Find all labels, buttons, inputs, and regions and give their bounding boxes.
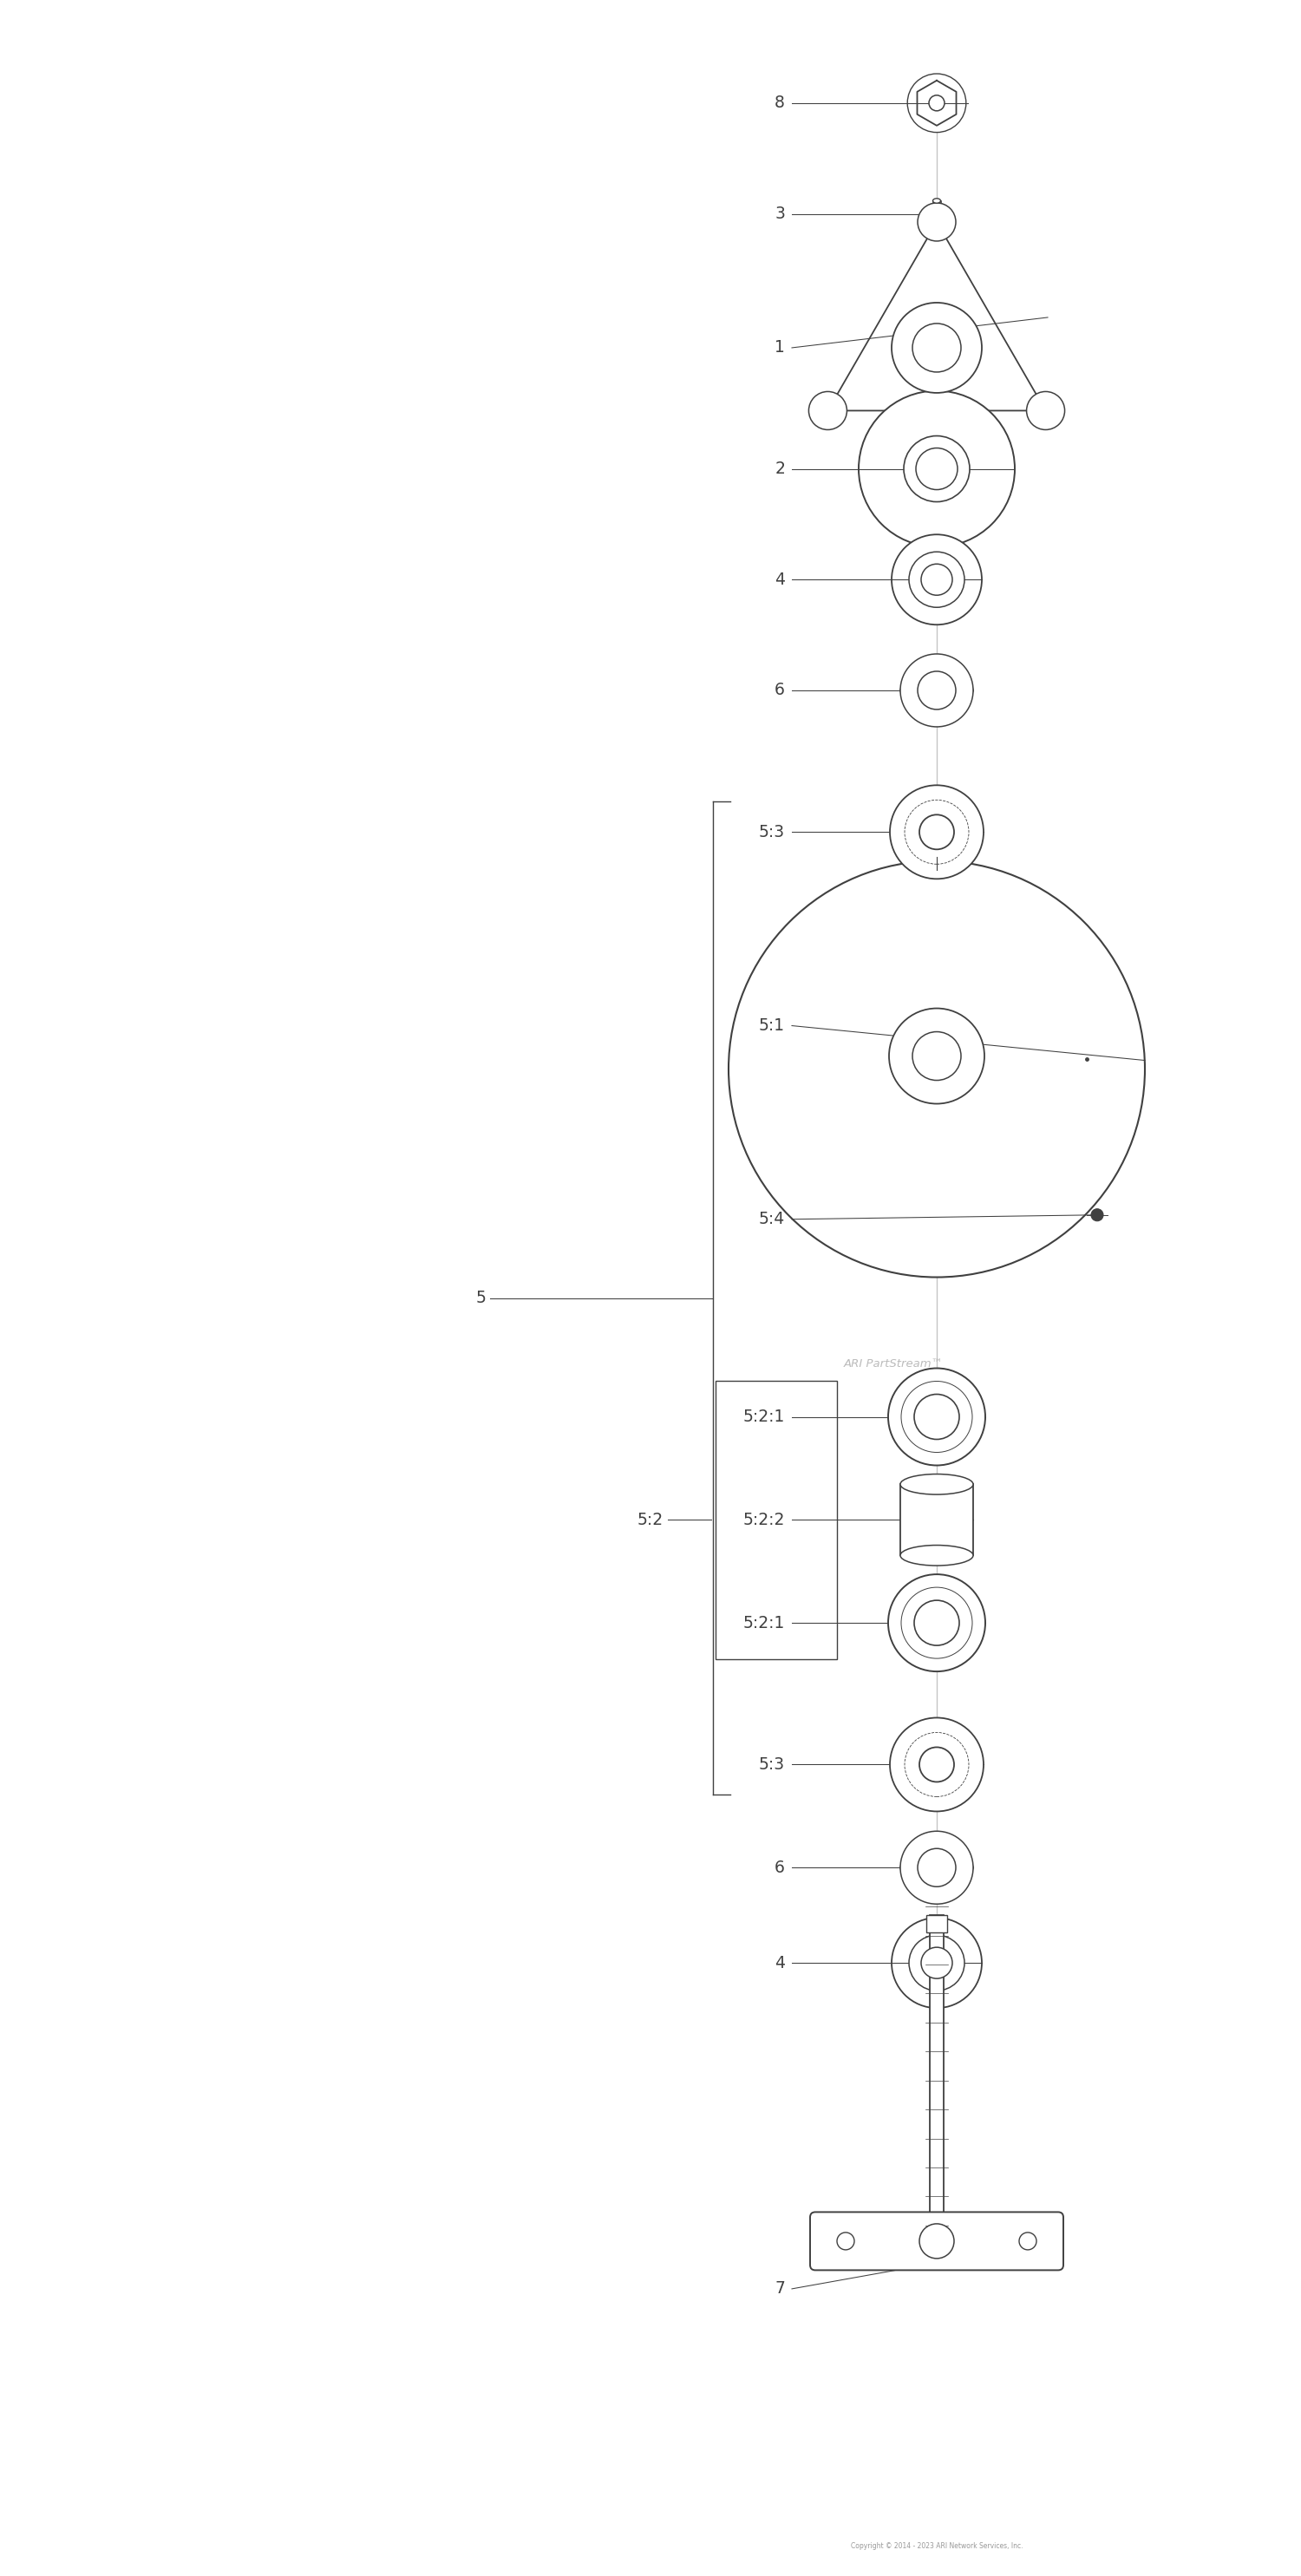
Text: Copyright © 2014 - 2023 ARI Network Services, Inc.: Copyright © 2014 - 2023 ARI Network Serv… xyxy=(851,2543,1023,2550)
Ellipse shape xyxy=(933,198,941,204)
Circle shape xyxy=(889,1368,985,1466)
Circle shape xyxy=(909,1935,964,1991)
Bar xyxy=(926,1914,947,1932)
Circle shape xyxy=(890,1718,984,1811)
Circle shape xyxy=(900,654,973,726)
Bar xyxy=(930,1914,943,2218)
Circle shape xyxy=(891,301,982,394)
Circle shape xyxy=(900,1832,973,1904)
Text: 5:4: 5:4 xyxy=(758,1211,785,1229)
Bar xyxy=(716,1381,837,1659)
Polygon shape xyxy=(827,222,1046,410)
Circle shape xyxy=(889,1574,985,1672)
Circle shape xyxy=(909,551,964,608)
Ellipse shape xyxy=(900,680,973,701)
FancyBboxPatch shape xyxy=(811,2213,1063,2269)
Circle shape xyxy=(917,204,956,242)
Text: 1: 1 xyxy=(774,340,785,355)
Circle shape xyxy=(891,533,982,626)
Circle shape xyxy=(907,75,967,131)
Circle shape xyxy=(917,1850,956,1886)
Text: 4: 4 xyxy=(774,1955,785,1971)
Circle shape xyxy=(920,2223,954,2259)
Text: 5: 5 xyxy=(475,1291,485,1306)
Circle shape xyxy=(891,1917,982,2009)
Circle shape xyxy=(1026,392,1064,430)
Text: 5:3: 5:3 xyxy=(758,1757,785,1772)
Text: ARI PartStream™: ARI PartStream™ xyxy=(843,1358,943,1370)
Text: 2: 2 xyxy=(774,461,785,477)
Circle shape xyxy=(916,448,958,489)
Circle shape xyxy=(915,1394,959,1440)
Text: 5:2:1: 5:2:1 xyxy=(743,1409,785,1425)
Circle shape xyxy=(920,1747,954,1783)
Circle shape xyxy=(889,1007,985,1103)
Text: 5:2:2: 5:2:2 xyxy=(743,1512,785,1528)
Circle shape xyxy=(921,564,952,595)
Text: 3: 3 xyxy=(774,206,785,222)
Ellipse shape xyxy=(900,1473,973,1494)
Polygon shape xyxy=(917,80,956,126)
Circle shape xyxy=(929,95,945,111)
Text: 8: 8 xyxy=(774,95,785,111)
Bar xyxy=(933,201,941,227)
Text: 5:1: 5:1 xyxy=(758,1018,785,1033)
Circle shape xyxy=(859,392,1015,546)
Circle shape xyxy=(904,435,969,502)
Text: 5:2: 5:2 xyxy=(637,1512,664,1528)
Circle shape xyxy=(837,2233,855,2249)
Circle shape xyxy=(917,672,956,708)
Bar xyxy=(900,1484,973,1556)
Circle shape xyxy=(729,860,1145,1278)
Text: 6: 6 xyxy=(774,683,785,698)
Ellipse shape xyxy=(900,1857,973,1878)
Circle shape xyxy=(890,786,984,878)
Circle shape xyxy=(920,814,954,850)
Circle shape xyxy=(1092,1208,1103,1221)
Circle shape xyxy=(915,1600,959,1646)
Circle shape xyxy=(809,392,847,430)
Circle shape xyxy=(912,1033,961,1079)
Circle shape xyxy=(921,1947,952,1978)
Circle shape xyxy=(1019,2233,1037,2249)
Text: 5:3: 5:3 xyxy=(758,824,785,840)
Ellipse shape xyxy=(900,1546,973,1566)
Text: 6: 6 xyxy=(774,1860,785,1875)
Text: 5:2:1: 5:2:1 xyxy=(743,1615,785,1631)
Text: 7: 7 xyxy=(774,2280,785,2298)
Text: 4: 4 xyxy=(774,572,785,587)
Circle shape xyxy=(912,325,961,371)
